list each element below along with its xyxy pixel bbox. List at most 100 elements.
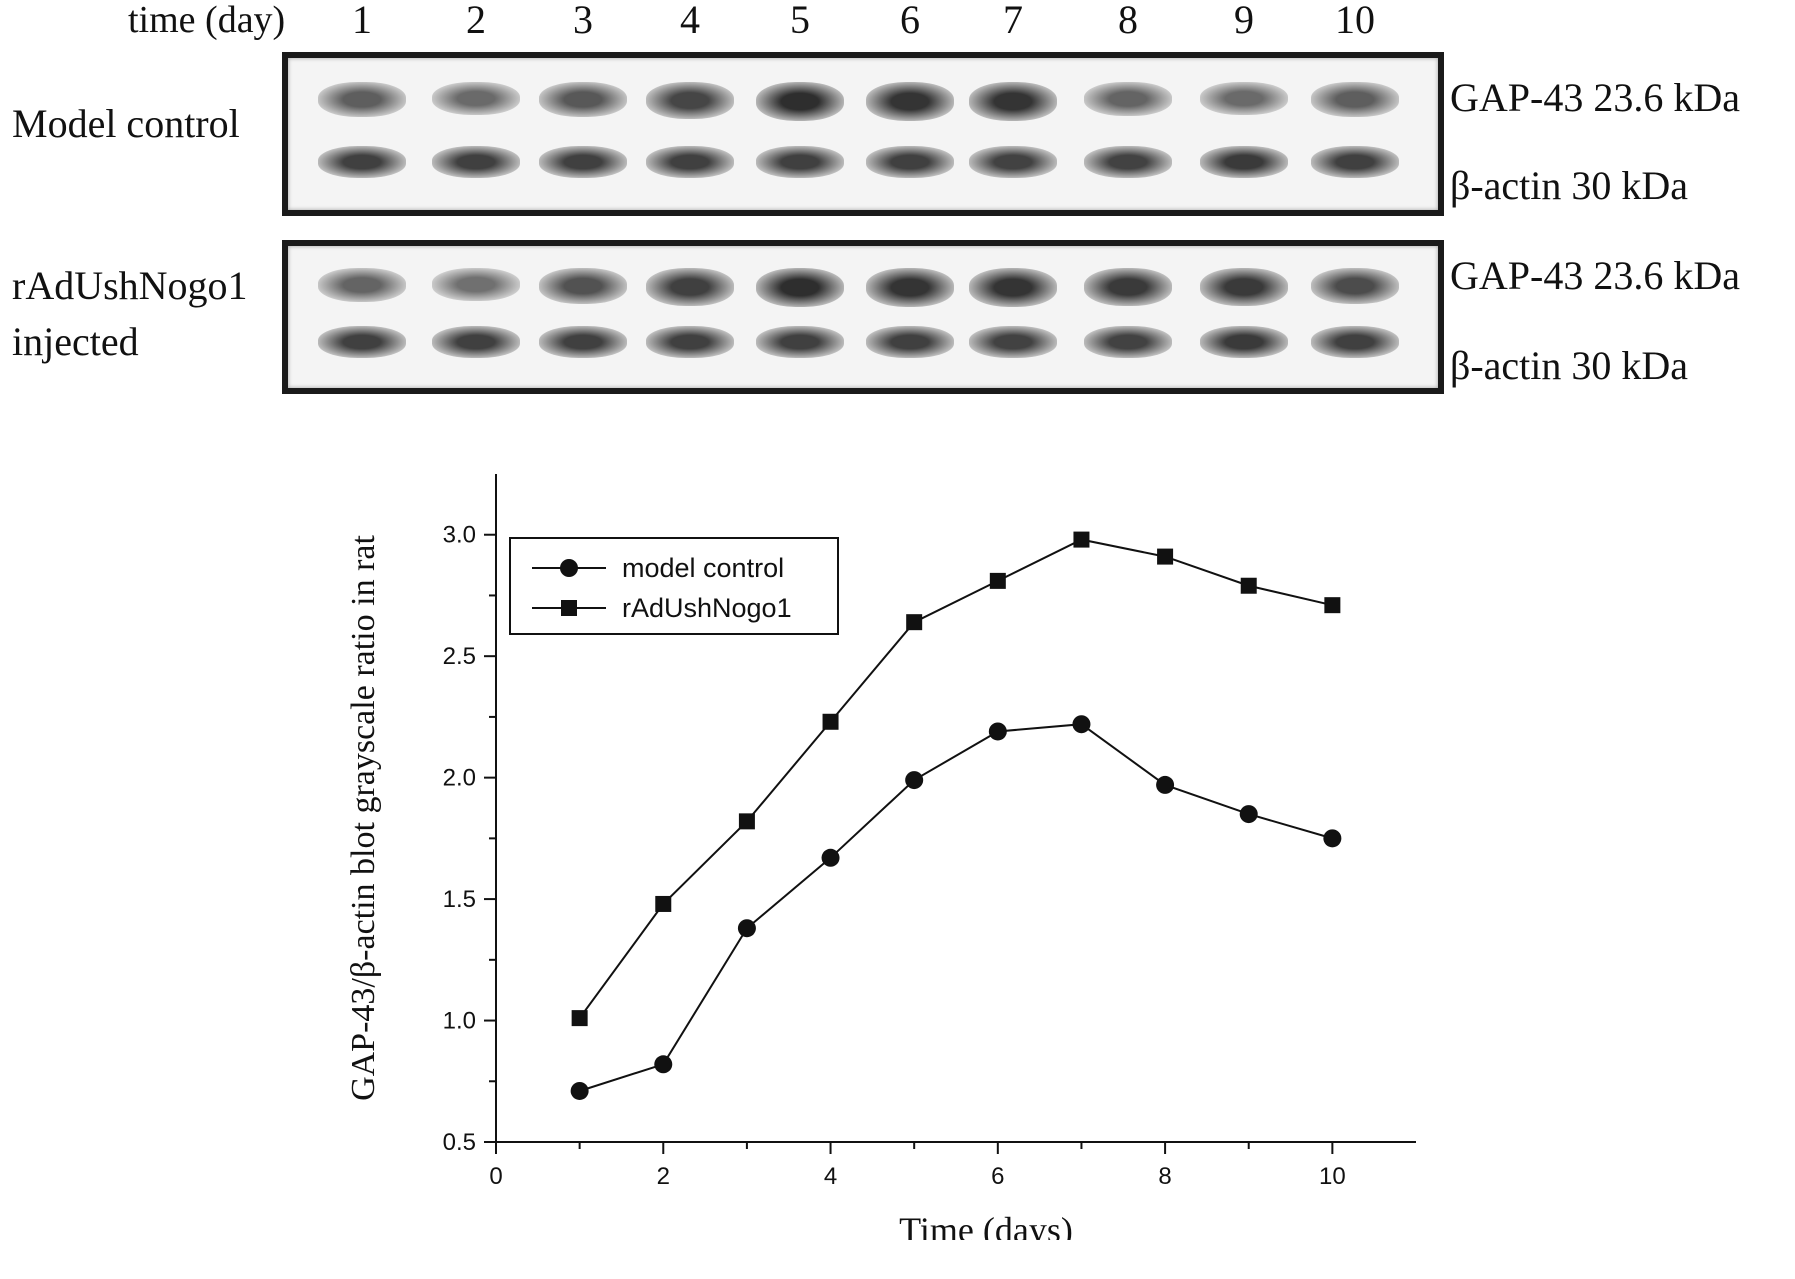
point-model-control-day-9 — [1239, 805, 1258, 824]
actin-band-lane-5 — [756, 146, 844, 178]
legend-label-model-control: model control — [622, 553, 784, 583]
y-tick-label-1.0: 1.0 — [443, 1008, 476, 1035]
blot-panel-model-control — [282, 52, 1444, 216]
gap43-band-lane-7 — [969, 268, 1057, 307]
x-tick-label-4: 4 — [824, 1163, 837, 1190]
gap43-band-lane-7 — [969, 82, 1057, 121]
point-rAdUshNogo1-day-5 — [906, 614, 923, 631]
gap43-band-lane-2 — [432, 82, 520, 116]
row-label-model-control: Model control — [12, 101, 240, 146]
lane-number-4: 4 — [680, 0, 700, 42]
gap43-band-lane-8 — [1084, 268, 1172, 307]
point-model-control-day-1 — [570, 1081, 589, 1100]
point-rAdUshNogo1-day-8 — [1157, 548, 1174, 565]
actin-band-lane-7 — [969, 326, 1057, 358]
actin-band-lane-6 — [866, 146, 954, 178]
point-rAdUshNogo1-day-2 — [655, 895, 672, 912]
point-model-control-day-7 — [1072, 715, 1091, 734]
gap43-band-lane-5 — [756, 82, 844, 122]
row-label-injected: injected — [12, 319, 139, 364]
point-rAdUshNogo1-day-10 — [1324, 597, 1341, 614]
point-model-control-day-3 — [737, 919, 756, 938]
band-label-gap43-panel2: GAP-43 23.6 kDa — [1450, 253, 1740, 298]
lane-number-10: 10 — [1335, 0, 1375, 42]
blot-panel-radushnogo1 — [282, 240, 1444, 394]
x-tick-label-8: 8 — [1158, 1163, 1171, 1190]
lane-number-5: 5 — [790, 0, 810, 42]
point-rAdUshNogo1-day-4 — [822, 713, 839, 730]
actin-band-lane-4 — [646, 326, 734, 358]
series-line-rAdUshNogo1 — [578, 538, 1333, 1019]
point-rAdUshNogo1-day-1 — [571, 1010, 588, 1027]
gap43-band-lane-6 — [866, 268, 954, 307]
legend-label-rAdUshNogo1: rAdUshNogo1 — [622, 593, 792, 623]
series-line-model-control — [579, 723, 1333, 1092]
lane-number-1: 1 — [352, 0, 372, 42]
gap43-band-lane-4 — [646, 82, 734, 119]
point-model-control-day-5 — [905, 771, 924, 790]
gap43-band-lane-4 — [646, 268, 734, 306]
point-rAdUshNogo1-day-3 — [738, 813, 755, 830]
gap43-band-lane-1 — [318, 268, 406, 302]
y-tick-label-2.5: 2.5 — [443, 643, 476, 670]
band-label-actin-panel1: β-actin 30 kDa — [1450, 163, 1689, 208]
time-day-label: time (day) — [128, 0, 286, 41]
legend-marker-square — [561, 600, 577, 616]
x-tick-label-0: 0 — [489, 1163, 502, 1190]
lane-number-9: 9 — [1234, 0, 1254, 42]
x-tick-label-10: 10 — [1319, 1163, 1346, 1190]
actin-band-lane-9 — [1200, 146, 1288, 178]
gap43-band-lane-5 — [756, 268, 844, 308]
y-tick-label-2.0: 2.0 — [443, 765, 476, 792]
gap43-band-lane-3 — [539, 82, 627, 118]
x-tick-label-6: 6 — [991, 1163, 1004, 1190]
actin-band-lane-6 — [866, 326, 954, 358]
actin-band-lane-8 — [1084, 146, 1172, 178]
gap43-band-lane-10 — [1311, 268, 1399, 305]
band-label-actin-panel2: β-actin 30 kDa — [1450, 343, 1689, 388]
point-model-control-day-4 — [821, 848, 840, 867]
point-rAdUshNogo1-day-9 — [1240, 577, 1257, 594]
gap43-band-lane-6 — [866, 82, 954, 121]
actin-band-lane-1 — [318, 326, 406, 358]
actin-band-lane-2 — [432, 326, 520, 358]
actin-band-lane-3 — [539, 146, 627, 178]
lane-number-8: 8 — [1118, 0, 1138, 42]
gap43-ratio-chart: 0 2 4 6 8 10 0.5 1.0 1.5 2.0 2.5 3.0 Time (days) GAP-… — [345, 474, 1416, 1240]
actin-band-lane-2 — [432, 146, 520, 178]
gap43-band-lane-3 — [539, 268, 627, 304]
lane-number-7: 7 — [1003, 0, 1023, 42]
gap43-band-lane-8 — [1084, 82, 1172, 116]
gap43-band-lane-1 — [318, 82, 406, 117]
point-rAdUshNogo1-day-6 — [989, 572, 1006, 589]
y-tick-label-0.5: 0.5 — [443, 1129, 476, 1156]
actin-band-lane-3 — [539, 326, 627, 358]
x-axis-label: Time (days) — [899, 1210, 1073, 1240]
row-label-radushnogo1: rAdUshNogo1 — [12, 263, 248, 308]
actin-band-lane-7 — [969, 146, 1057, 178]
lane-number-2: 2 — [466, 0, 486, 42]
actin-band-lane-10 — [1311, 326, 1399, 358]
actin-band-lane-4 — [646, 146, 734, 178]
point-model-control-day-10 — [1323, 829, 1342, 848]
actin-band-lane-1 — [318, 146, 406, 178]
gap43-band-lane-9 — [1200, 268, 1288, 307]
gap43-band-lane-2 — [432, 268, 520, 301]
legend-box — [509, 537, 839, 635]
point-rAdUshNogo1-day-7 — [1073, 531, 1090, 548]
actin-band-lane-5 — [756, 326, 844, 358]
y-tick-label-1.5: 1.5 — [443, 886, 476, 913]
point-model-control-day-6 — [988, 722, 1007, 741]
actin-band-lane-9 — [1200, 326, 1288, 358]
point-model-control-day-2 — [654, 1055, 673, 1074]
y-tick-label-3.0: 3.0 — [443, 522, 476, 549]
point-model-control-day-8 — [1156, 775, 1175, 794]
band-label-gap43-panel1: GAP-43 23.6 kDa — [1450, 75, 1740, 120]
lane-number-3: 3 — [573, 0, 593, 42]
actin-band-lane-8 — [1084, 326, 1172, 358]
gap43-band-lane-10 — [1311, 82, 1399, 117]
gap43-band-lane-9 — [1200, 82, 1288, 116]
legend-marker-circle — [560, 559, 578, 577]
actin-band-lane-10 — [1311, 146, 1399, 178]
y-axis-label: GAP-43/β-actin blot grayscale ratio in r… — [345, 535, 382, 1101]
